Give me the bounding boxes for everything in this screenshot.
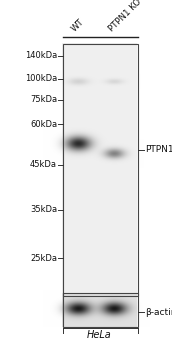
Bar bbox=[63, 44, 138, 296]
Text: HeLa: HeLa bbox=[87, 330, 111, 340]
Text: β-actin: β-actin bbox=[145, 308, 172, 317]
Text: 60kDa: 60kDa bbox=[30, 120, 57, 129]
Text: WT: WT bbox=[70, 17, 86, 33]
Text: PTPN1 KO: PTPN1 KO bbox=[107, 0, 143, 33]
Bar bbox=[63, 293, 138, 327]
Text: 100kDa: 100kDa bbox=[25, 74, 57, 83]
Text: 45kDa: 45kDa bbox=[30, 160, 57, 169]
Text: 25kDa: 25kDa bbox=[30, 254, 57, 263]
Text: 35kDa: 35kDa bbox=[30, 205, 57, 215]
Text: 140kDa: 140kDa bbox=[25, 51, 57, 61]
Text: 75kDa: 75kDa bbox=[30, 95, 57, 104]
Text: PTPN1: PTPN1 bbox=[145, 145, 172, 154]
